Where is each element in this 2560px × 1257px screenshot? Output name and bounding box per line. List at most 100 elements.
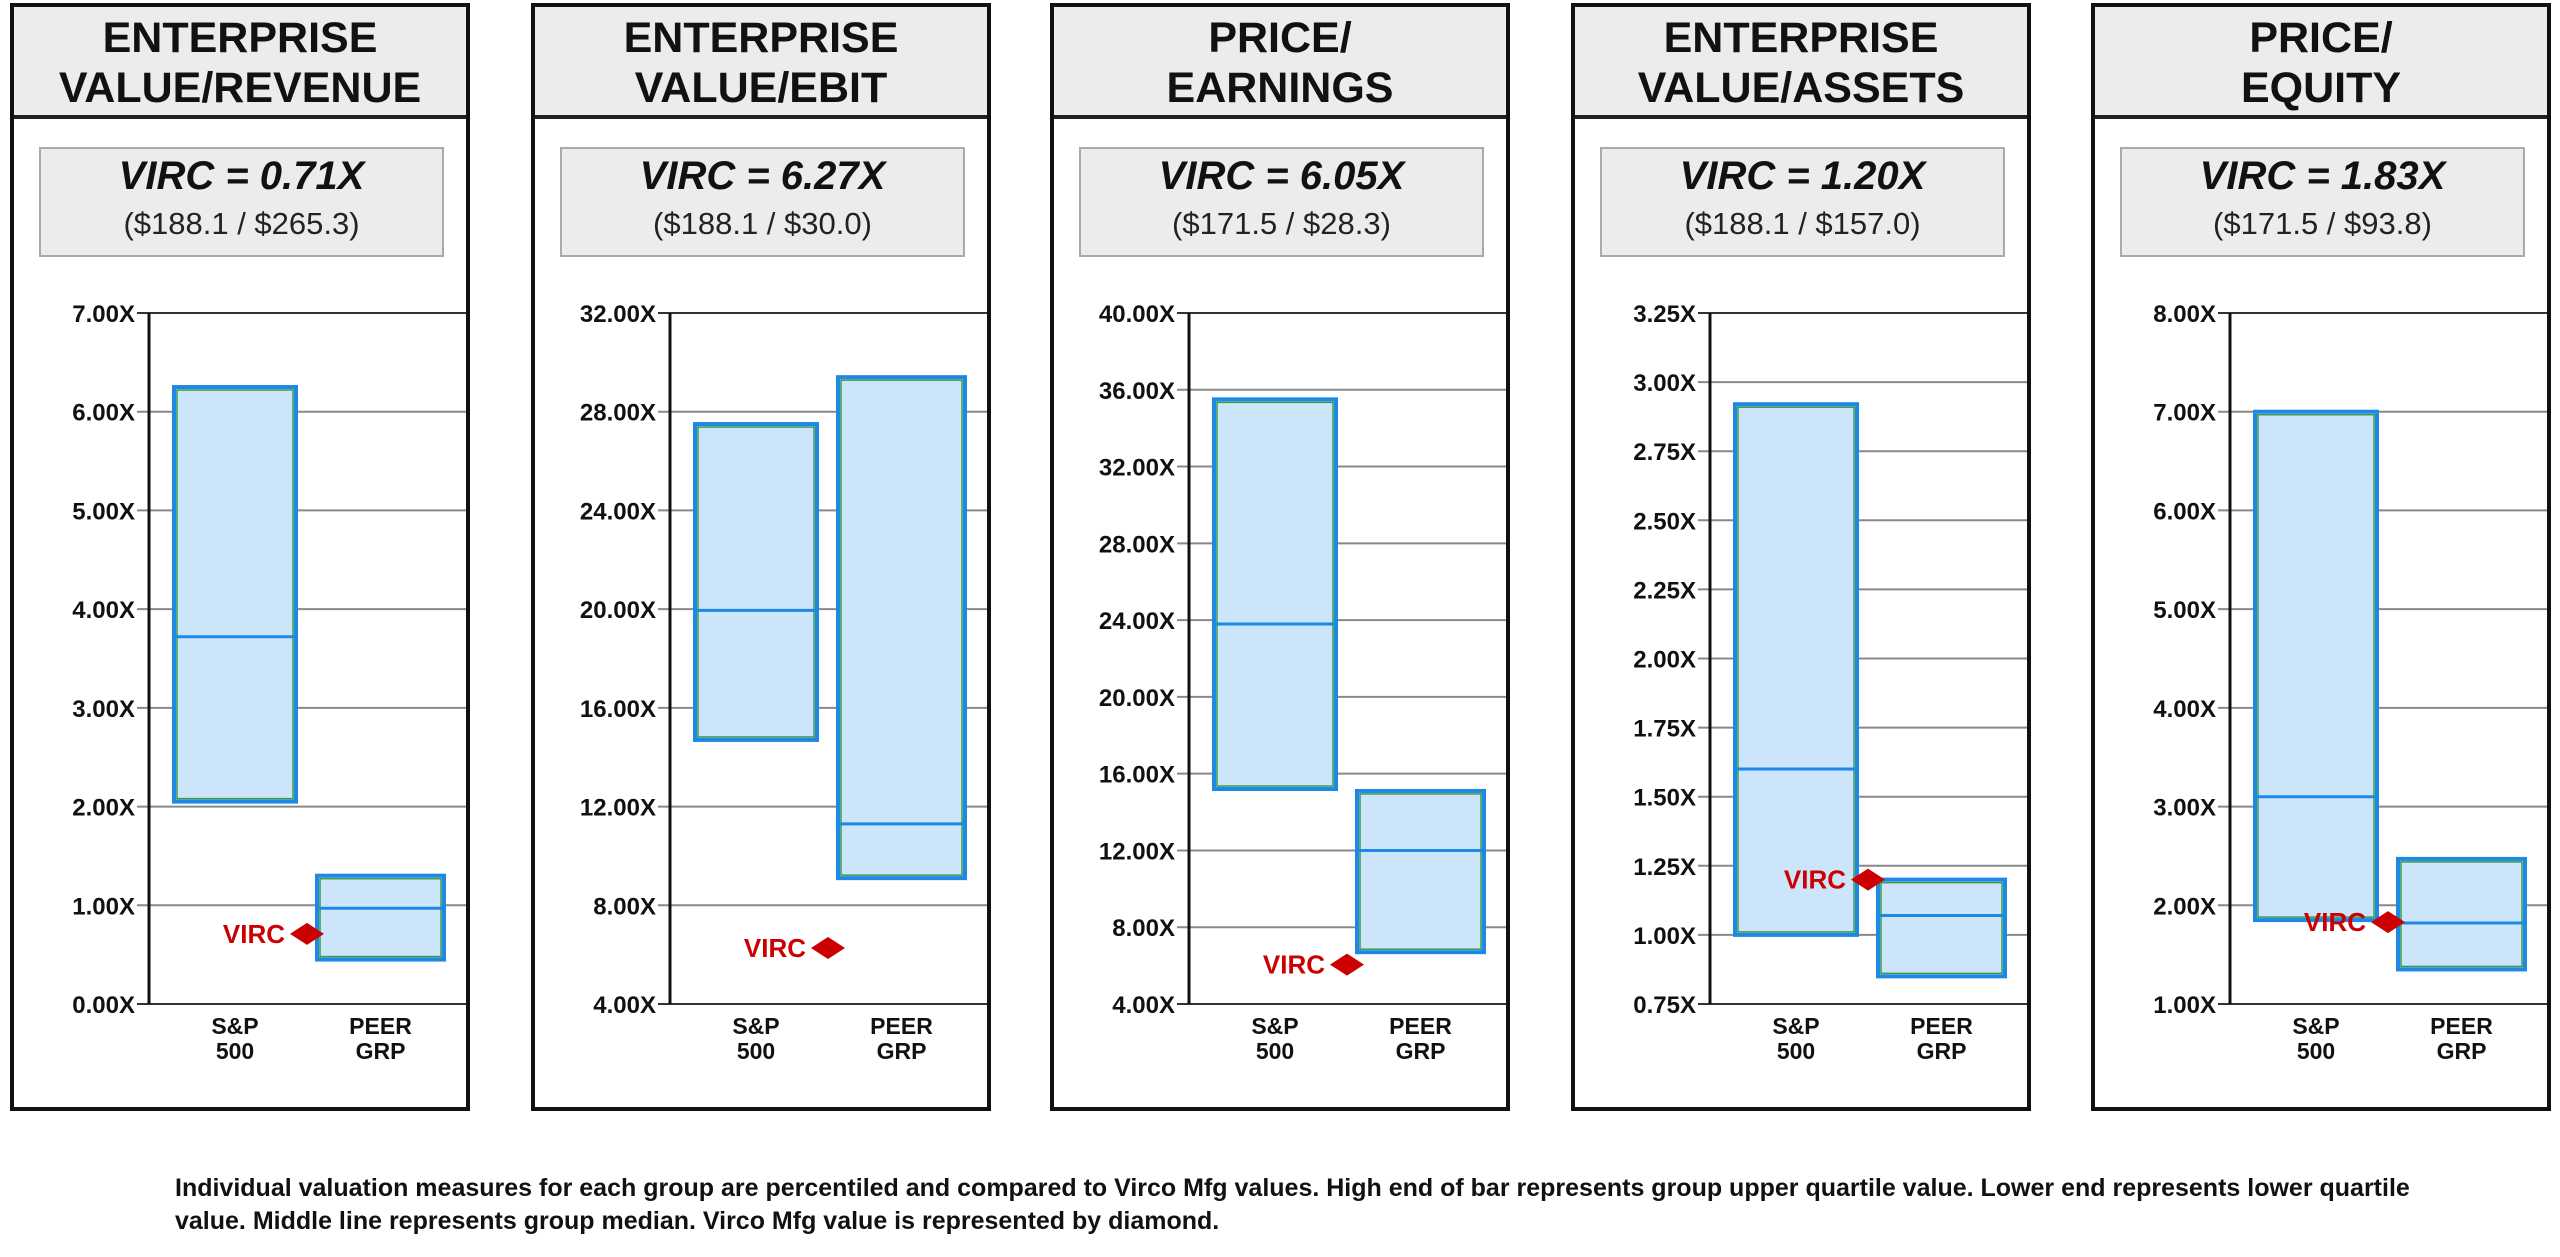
- y-tick-label: 4.00X: [1112, 992, 1175, 1019]
- quartile-box-inner-border: [319, 877, 442, 958]
- quartile-box-inner-border: [1737, 406, 1855, 933]
- y-tick-label: 5.00X: [72, 498, 135, 525]
- panel-title-line: VALUE/EBIT: [634, 64, 888, 112]
- category-label: GRP: [1917, 1038, 1967, 1064]
- y-tick-label: 1.00X: [72, 893, 135, 920]
- y-tick-label: 7.00X: [72, 301, 135, 328]
- y-tick-label: 1.25X: [1633, 854, 1696, 881]
- quartile-box: [1876, 877, 2007, 979]
- box-chart: 4.00X 8.00X 12.00X 16.00X 20.00X 24.00X 28.00X…: [1099, 301, 1506, 1064]
- virc-ratio: ($171.5 / $93.8): [2213, 206, 2432, 241]
- y-tick-label: 1.00X: [1633, 923, 1696, 950]
- y-tick-label: 12.00X: [1099, 838, 1175, 865]
- panel-title: ENTERPRISE VALUE/ASSETS: [1575, 7, 2027, 119]
- y-tick-label: 0.00X: [72, 992, 135, 1019]
- quartile-box: [315, 873, 446, 962]
- y-tick-label: 1.00X: [2153, 992, 2216, 1019]
- quartile-box-inner-border: [176, 389, 294, 800]
- quartile-box-inner-border: [1216, 401, 1334, 787]
- quartile-box-inner-border: [2257, 413, 2375, 918]
- virc-info-box: VIRC = 0.71X ($188.1 / $265.3): [39, 147, 444, 257]
- panel-title: PRICE/EARNINGS: [1054, 7, 1506, 119]
- y-tick-label: 20.00X: [580, 597, 656, 624]
- category-label: S&P: [1251, 1013, 1298, 1039]
- virc-diamond-marker: [1330, 953, 1364, 976]
- y-tick-label: 3.25X: [1633, 301, 1696, 328]
- y-tick-label: 2.00X: [2153, 893, 2216, 920]
- valuation-panel: ENTERPRISE VALUE/EBIT VIRC = 6.27X ($188.1 …: [531, 3, 991, 1111]
- panel-title-line: VALUE/ASSETS: [1637, 64, 1965, 112]
- virc-info-box: VIRC = 1.83X ($171.5 / $93.8): [2120, 147, 2525, 257]
- box-chart: 0.75X 1.00X 1.25X 1.50X 1.75X 2.00X 2.25X 2.50X…: [1633, 301, 2027, 1064]
- y-tick-label: 16.00X: [1099, 762, 1175, 789]
- virc-multiple: VIRC = 6.27X: [639, 154, 886, 198]
- y-tick-label: 2.00X: [1633, 647, 1696, 674]
- category-label: PEER: [1389, 1013, 1452, 1039]
- y-tick-label: 0.75X: [1633, 992, 1696, 1019]
- footnote: Individual valuation measures for each g…: [175, 1174, 2410, 1235]
- y-tick-label: 2.00X: [72, 795, 135, 822]
- panel-title-line: ENTERPRISE: [623, 14, 899, 62]
- panel-title-line: PRICE/: [2249, 14, 2393, 62]
- virc-multiple: VIRC = 1.20X: [1679, 154, 1926, 198]
- quartile-box: [172, 385, 298, 804]
- category-label: PEER: [1910, 1013, 1973, 1039]
- quartile-box-inner-border: [1359, 793, 1482, 950]
- y-tick-label: 1.75X: [1633, 716, 1696, 743]
- category-label: S&P: [732, 1013, 779, 1039]
- quartile-box-inner-border: [697, 426, 815, 738]
- virc-diamond-marker: [2371, 911, 2405, 934]
- virc-info-box: VIRC = 1.20X ($188.1 / $157.0): [1600, 147, 2005, 257]
- y-tick-label: 32.00X: [1099, 455, 1175, 482]
- y-tick-label: 36.00X: [1099, 378, 1175, 405]
- virc-ratio: ($171.5 / $28.3): [1172, 206, 1391, 241]
- y-tick-label: 7.00X: [2153, 400, 2216, 427]
- y-tick-label: 2.75X: [1633, 439, 1696, 466]
- quartile-box: [2396, 856, 2527, 972]
- y-tick-label: 28.00X: [580, 400, 656, 427]
- valuation-panel: PRICE/EARNINGS VIRC = 6.05X ($171.5 / $28.…: [1050, 3, 1510, 1111]
- panel-title-line: EQUITY: [2240, 64, 2402, 112]
- virc-multiple: VIRC = 0.71X: [118, 154, 365, 198]
- quartile-box: [1212, 397, 1338, 792]
- category-label: GRP: [356, 1038, 406, 1064]
- valuation-panel: ENTERPRISE VALUE/ASSETS VIRC = 1.20X ($188.…: [1571, 3, 2031, 1111]
- y-tick-label: 16.00X: [580, 696, 656, 723]
- y-tick-label: 6.00X: [72, 400, 135, 427]
- panel-title-line: EARNINGS: [1166, 64, 1394, 112]
- y-tick-label: 3.00X: [1633, 370, 1696, 397]
- y-tick-label: 32.00X: [580, 301, 656, 328]
- y-tick-label: 3.00X: [72, 696, 135, 723]
- y-tick-label: 1.50X: [1633, 785, 1696, 812]
- box-chart: 0.00X 1.00X 2.00X 3.00X 4.00X 5.00X 6.00X 7.00X…: [72, 301, 466, 1064]
- quartile-box: [836, 375, 967, 881]
- y-tick-label: 8.00X: [2153, 301, 2216, 328]
- quartile-box: [693, 422, 819, 742]
- box-chart: 1.00X 2.00X 3.00X 4.00X 5.00X 6.00X 7.00X 8.00X…: [2153, 301, 2547, 1064]
- y-tick-label: 3.00X: [2153, 795, 2216, 822]
- quartile-box: [1355, 788, 1486, 955]
- virc-ratio: ($188.1 / $157.0): [1684, 206, 1921, 241]
- category-label: PEER: [2430, 1013, 2493, 1039]
- quartile-box: [2253, 409, 2379, 923]
- y-tick-label: 4.00X: [72, 597, 135, 624]
- category-label: S&P: [1772, 1013, 1819, 1039]
- panel-title-line: PRICE/: [1208, 14, 1352, 62]
- category-label: GRP: [877, 1038, 927, 1064]
- virc-marker-label: VIRC: [223, 919, 285, 949]
- y-tick-label: 40.00X: [1099, 301, 1175, 328]
- y-tick-label: 4.00X: [2153, 696, 2216, 723]
- y-tick-label: 5.00X: [2153, 597, 2216, 624]
- y-tick-label: 2.50X: [1633, 508, 1696, 535]
- quartile-box: [1733, 402, 1859, 937]
- virc-multiple: VIRC = 6.05X: [1158, 154, 1405, 198]
- valuation-panel: PRICE/EQUITY VIRC = 1.83X ($171.5 / $93.8)…: [2091, 3, 2551, 1111]
- virc-marker-label: VIRC: [1784, 865, 1846, 895]
- virc-diamond-marker: [811, 936, 845, 959]
- y-tick-label: 12.00X: [580, 795, 656, 822]
- panel-title-line: VALUE/REVENUE: [58, 64, 422, 112]
- category-label: PEER: [349, 1013, 412, 1039]
- y-tick-label: 8.00X: [593, 893, 656, 920]
- virc-info-box: VIRC = 6.05X ($171.5 / $28.3): [1079, 147, 1484, 257]
- quartile-box-inner-border: [2400, 861, 2523, 968]
